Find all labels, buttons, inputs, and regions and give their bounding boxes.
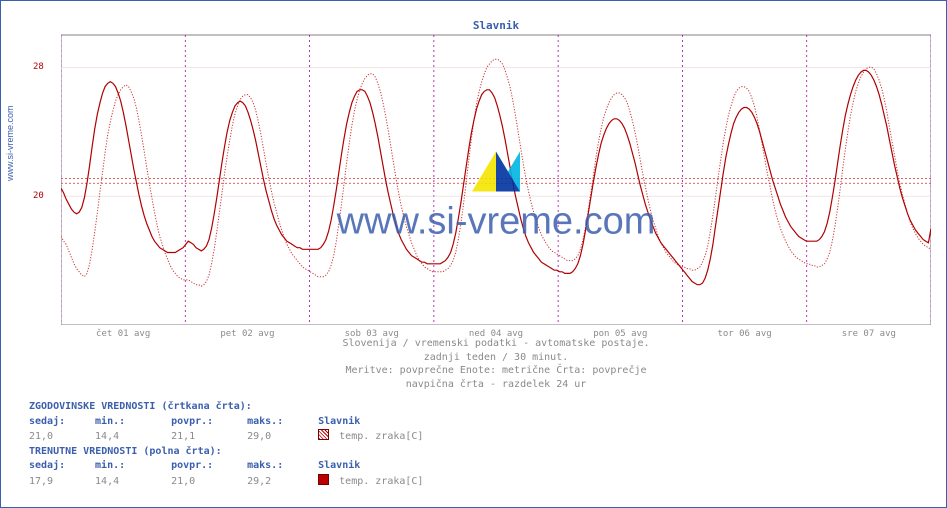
caption-line: navpična črta - razdelek 24 ur	[61, 378, 931, 392]
legend-col: min.:	[95, 459, 165, 474]
legend-val: 14,4	[95, 475, 165, 490]
legend-val: 21,0	[29, 430, 89, 445]
legend-col-labels: sedaj: min.: povpr.: maks.: Slavnik	[29, 415, 423, 430]
legend-val: 17,9	[29, 475, 89, 490]
legend-col: sedaj:	[29, 459, 89, 474]
legend-series-name: Slavnik	[318, 415, 360, 430]
legend-curr-heading: TRENUTNE VREDNOSTI (polna črta):	[29, 445, 423, 460]
legend-swatch-hist	[318, 429, 333, 445]
legend-series-name: Slavnik	[318, 459, 360, 474]
legend-series-label: temp. zraka[C]	[339, 430, 423, 445]
legend-hist-heading: ZGODOVINSKE VREDNOSTI (črtkana črta):	[29, 400, 423, 415]
plot-area: Slavnik www.si-vreme.com 2028 čet 01 avg…	[61, 11, 931, 351]
legend-curr-values: 17,9 14,4 21,0 29,2 temp. zraka[C]	[29, 474, 423, 490]
legend-col: sedaj:	[29, 415, 89, 430]
caption-line: Slovenija / vremenski podatki - avtomats…	[61, 337, 931, 351]
legend-val: 21,0	[171, 475, 241, 490]
legend-col: povpr.:	[171, 459, 241, 474]
chart-captions: Slovenija / vremenski podatki - avtomats…	[61, 337, 931, 391]
legend-series-label: temp. zraka[C]	[339, 475, 423, 490]
chart-svg	[61, 11, 931, 325]
legend-val: 29,0	[247, 430, 312, 445]
y-tick-label: 20	[33, 191, 44, 201]
legend-col: povpr.:	[171, 415, 241, 430]
legend: ZGODOVINSKE VREDNOSTI (črtkana črta): se…	[29, 400, 423, 489]
caption-line: zadnji teden / 30 minut.	[61, 351, 931, 365]
legend-val: 21,1	[171, 430, 241, 445]
legend-col: maks.:	[247, 415, 312, 430]
legend-col: maks.:	[247, 459, 312, 474]
legend-col-labels: sedaj: min.: povpr.: maks.: Slavnik	[29, 459, 423, 474]
chart-frame: www.si-vreme.com Slavnik www.si-vreme.co…	[0, 0, 947, 508]
y-tick-label: 28	[33, 62, 44, 72]
legend-swatch-curr	[318, 474, 333, 490]
legend-val: 14,4	[95, 430, 165, 445]
legend-val: 29,2	[247, 475, 312, 490]
legend-col: min.:	[95, 415, 165, 430]
caption-line: Meritve: povprečne Enote: metrične Črta:…	[61, 364, 931, 378]
legend-hist-values: 21,0 14,4 21,1 29,0 temp. zraka[C]	[29, 429, 423, 445]
y-axis-source-link[interactable]: www.si-vreme.com	[5, 105, 15, 181]
